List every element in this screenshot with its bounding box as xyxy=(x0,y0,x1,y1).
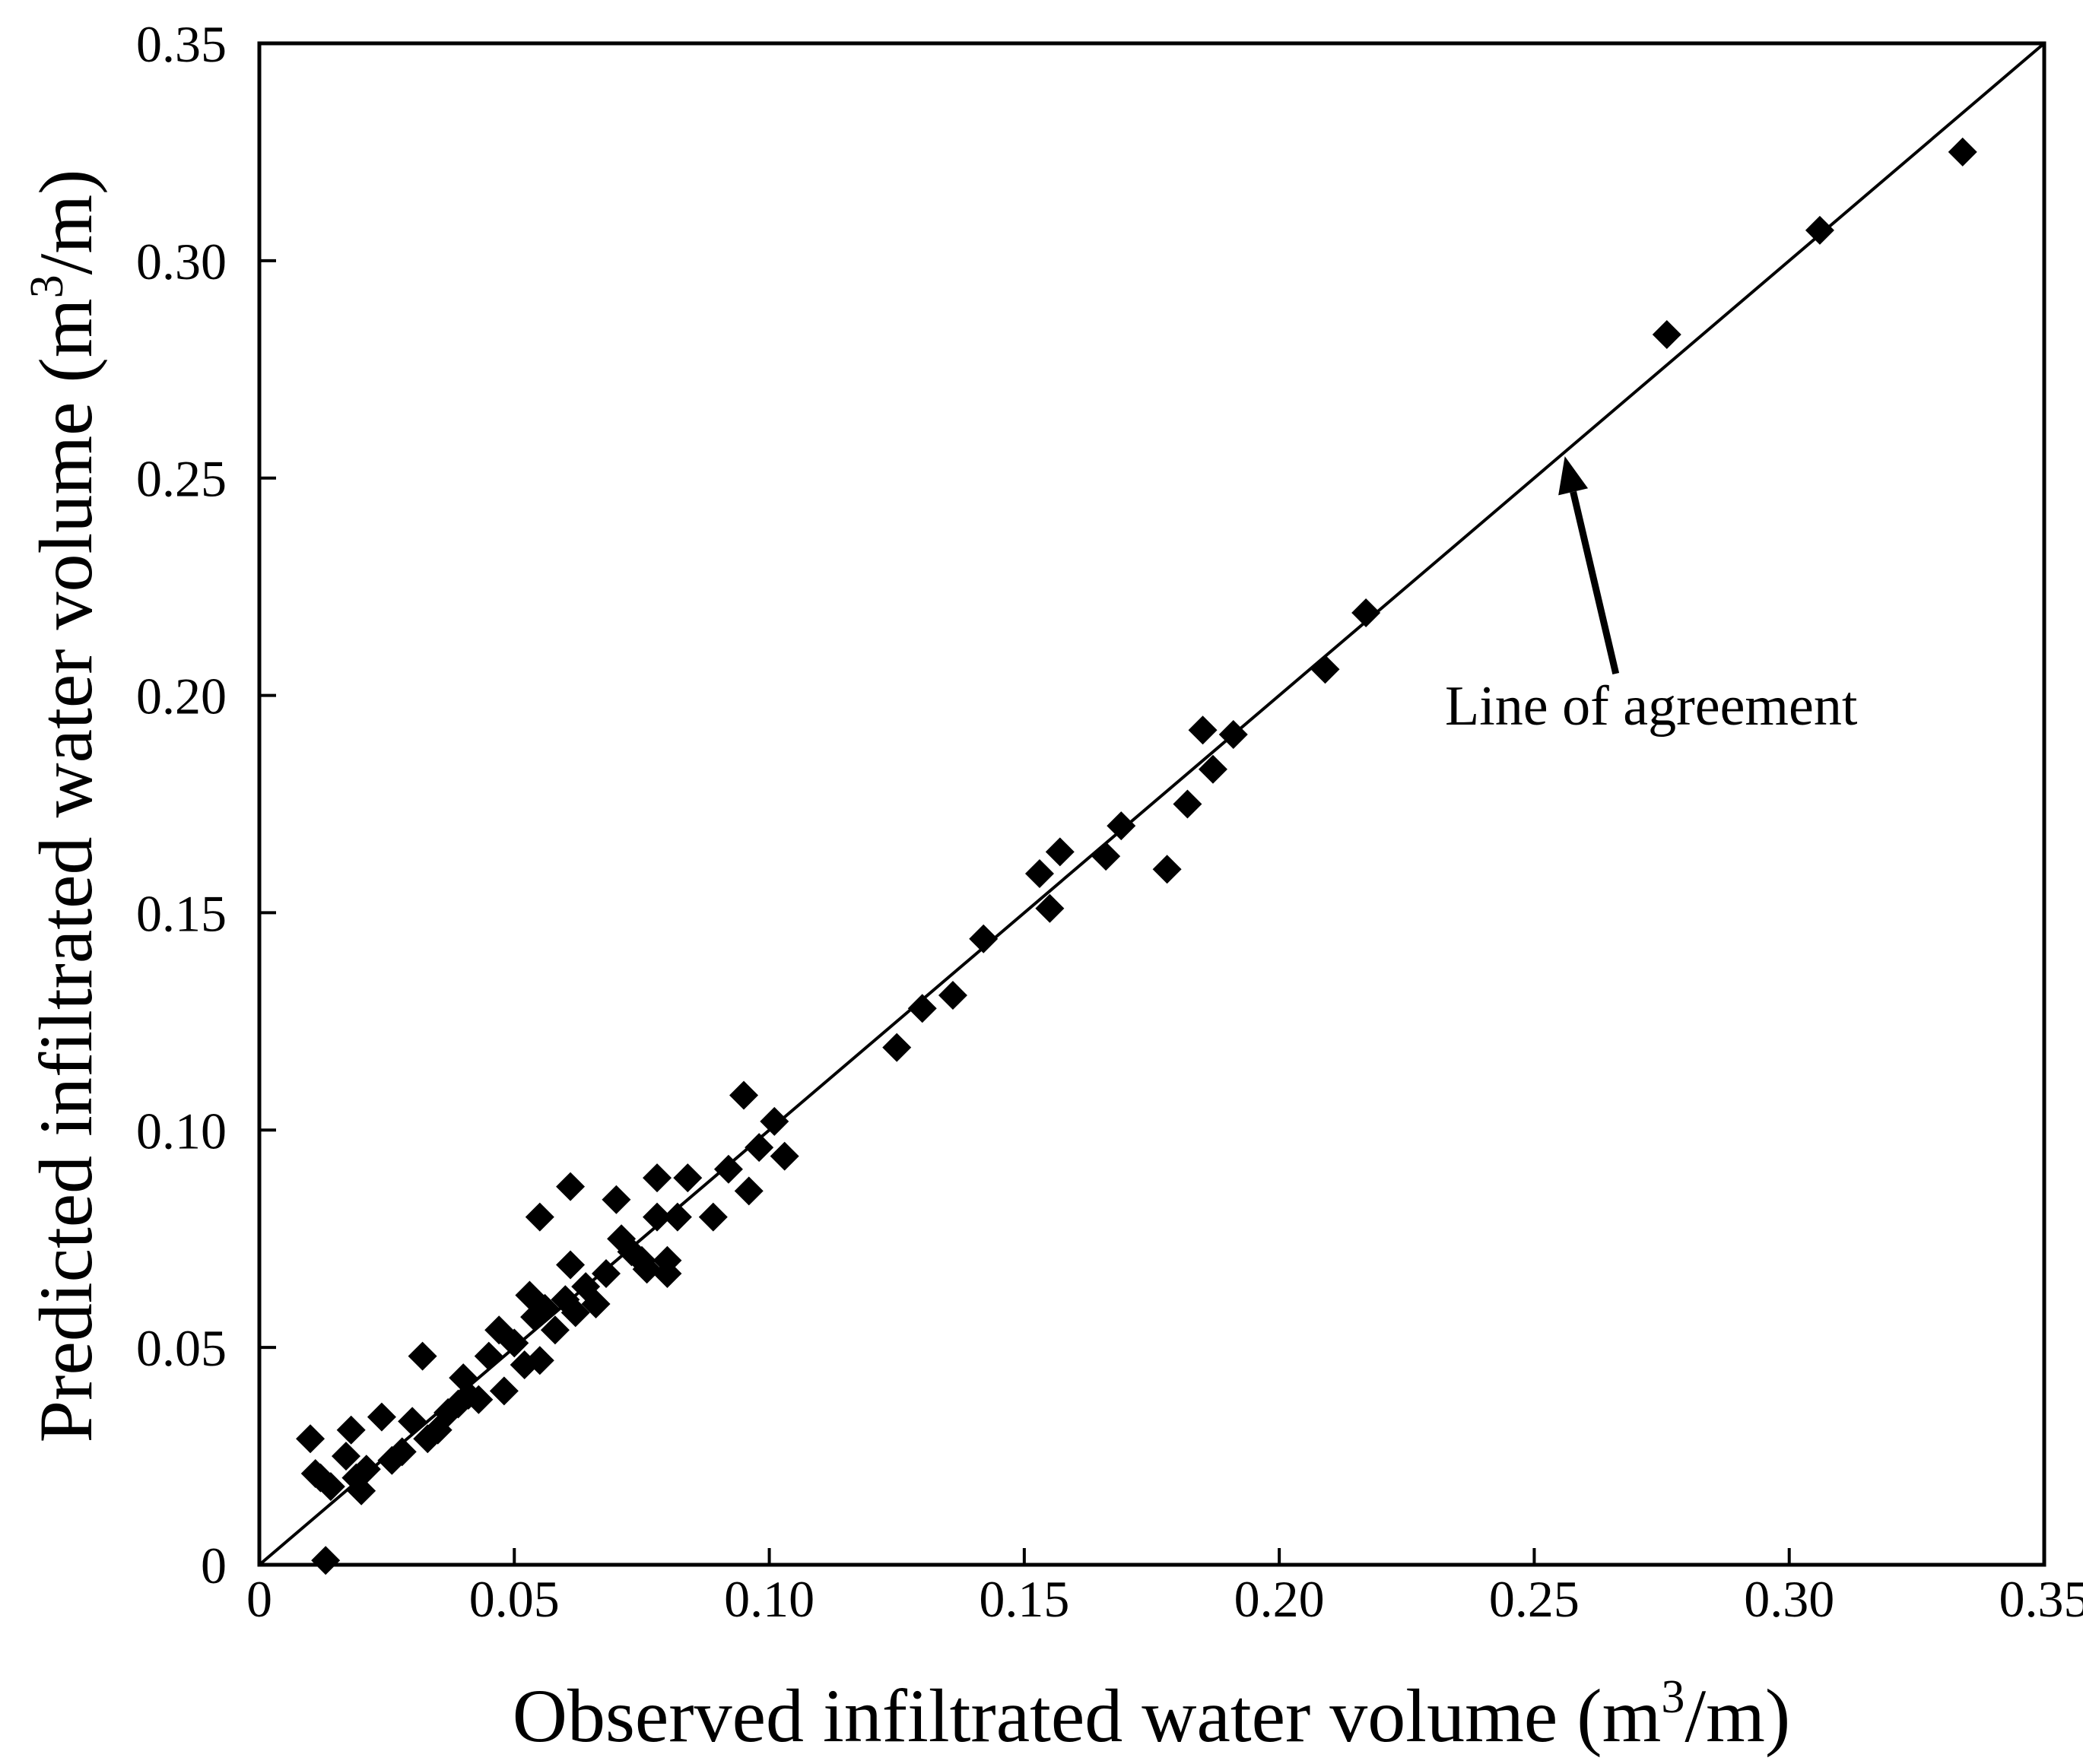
x-tick-label: 0.10 xyxy=(724,1570,814,1628)
y-tick-label: 0.30 xyxy=(136,233,227,290)
data-point xyxy=(602,1185,631,1214)
x-tick-label: 0.20 xyxy=(1234,1570,1325,1628)
data-point xyxy=(643,1202,672,1232)
data-point xyxy=(1152,855,1182,884)
data-point xyxy=(734,1176,764,1206)
y-tick-label: 0.25 xyxy=(136,450,227,508)
data-point xyxy=(770,1141,799,1171)
data-point xyxy=(882,1033,912,1062)
data-point xyxy=(1652,320,1681,350)
data-point xyxy=(760,1106,789,1136)
x-tick-label: 0.15 xyxy=(979,1570,1069,1628)
data-point xyxy=(581,1289,611,1318)
data-point xyxy=(474,1341,503,1371)
data-point xyxy=(632,1255,662,1284)
data-point xyxy=(643,1163,672,1193)
data-point xyxy=(1198,754,1227,784)
data-point xyxy=(907,994,937,1023)
data-point xyxy=(1805,215,1834,245)
data-point xyxy=(1188,715,1218,745)
data-point xyxy=(464,1385,494,1414)
data-point xyxy=(1948,137,1977,167)
y-tick-label: 0.05 xyxy=(136,1319,227,1377)
data-point xyxy=(1351,598,1381,627)
data-point xyxy=(351,1455,381,1484)
data-point xyxy=(336,1415,366,1445)
data-point xyxy=(540,1315,570,1345)
data-point xyxy=(653,1258,682,1288)
data-point xyxy=(673,1163,703,1193)
data-point xyxy=(1091,842,1121,871)
data-point xyxy=(556,1250,586,1280)
annotation-label: Line of agreement xyxy=(1445,675,1858,738)
data-point xyxy=(698,1202,728,1232)
data-point xyxy=(331,1442,360,1471)
x-axis-title: Observed infiltrated water volume (m3/m) xyxy=(513,1671,1790,1758)
agreement-annotation: Line of agreement xyxy=(1445,456,1858,738)
y-tick-label: 0.15 xyxy=(136,884,227,942)
data-point xyxy=(525,1346,554,1375)
line-of-agreement xyxy=(258,42,2046,1566)
data-point xyxy=(387,1437,417,1467)
data-point xyxy=(367,1402,396,1432)
y-axis-title: Predicted infiltrated water volume (m3/m… xyxy=(21,170,108,1443)
data-point xyxy=(591,1258,621,1288)
data-point xyxy=(489,1376,519,1406)
axis-ticks xyxy=(258,42,2046,1566)
data-point xyxy=(729,1080,759,1110)
data-point xyxy=(316,1472,345,1502)
data-point xyxy=(500,1328,529,1358)
data-point xyxy=(1218,720,1248,750)
annotation-arrow xyxy=(1570,490,1620,675)
data-points xyxy=(296,137,1977,1575)
data-point xyxy=(311,1546,341,1575)
data-point xyxy=(408,1341,437,1371)
data-point xyxy=(1107,811,1136,841)
y-tick-label: 0.10 xyxy=(136,1102,227,1160)
x-tick-label: 0.05 xyxy=(469,1570,560,1628)
y-tick-label: 0.35 xyxy=(136,15,227,73)
y-tick-label: 0.20 xyxy=(136,668,227,725)
data-point xyxy=(560,1298,590,1328)
annotation-arrowhead xyxy=(1558,456,1589,496)
data-point xyxy=(1173,789,1202,819)
x-tick-label: 0.30 xyxy=(1744,1570,1834,1628)
x-tick-label: 0 xyxy=(246,1570,272,1628)
data-point xyxy=(745,1133,774,1163)
y-tick-label: 0 xyxy=(201,1537,227,1594)
data-point xyxy=(713,1154,743,1184)
x-tick-label: 0.35 xyxy=(1999,1570,2083,1628)
data-point xyxy=(662,1202,692,1232)
data-point xyxy=(1035,893,1065,923)
data-point xyxy=(1045,837,1075,867)
data-point xyxy=(969,924,999,953)
data-point xyxy=(556,1172,586,1201)
data-point xyxy=(1024,858,1054,888)
data-point xyxy=(296,1424,325,1454)
data-point xyxy=(347,1476,376,1505)
data-point xyxy=(398,1407,427,1436)
data-point xyxy=(525,1202,554,1232)
data-point xyxy=(1310,655,1340,684)
tick-labels: 0 0.05 0.10 0.15 0.20 0.25 0.30 0.35 0 0.05 0.10 0.… xyxy=(136,15,2083,1628)
data-point xyxy=(530,1293,560,1323)
x-tick-label: 0.25 xyxy=(1489,1570,1580,1628)
plot-frame xyxy=(257,41,2046,1567)
data-point xyxy=(938,981,967,1010)
